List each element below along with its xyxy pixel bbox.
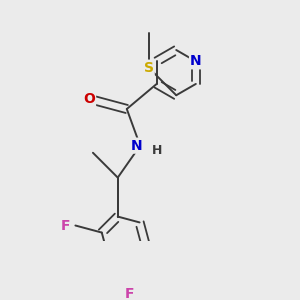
Text: S: S (144, 61, 154, 75)
Text: N: N (190, 54, 202, 68)
Text: N: N (130, 139, 142, 153)
Text: H: H (152, 144, 162, 157)
Text: F: F (125, 286, 134, 300)
Text: O: O (83, 92, 95, 106)
Text: F: F (61, 218, 70, 233)
